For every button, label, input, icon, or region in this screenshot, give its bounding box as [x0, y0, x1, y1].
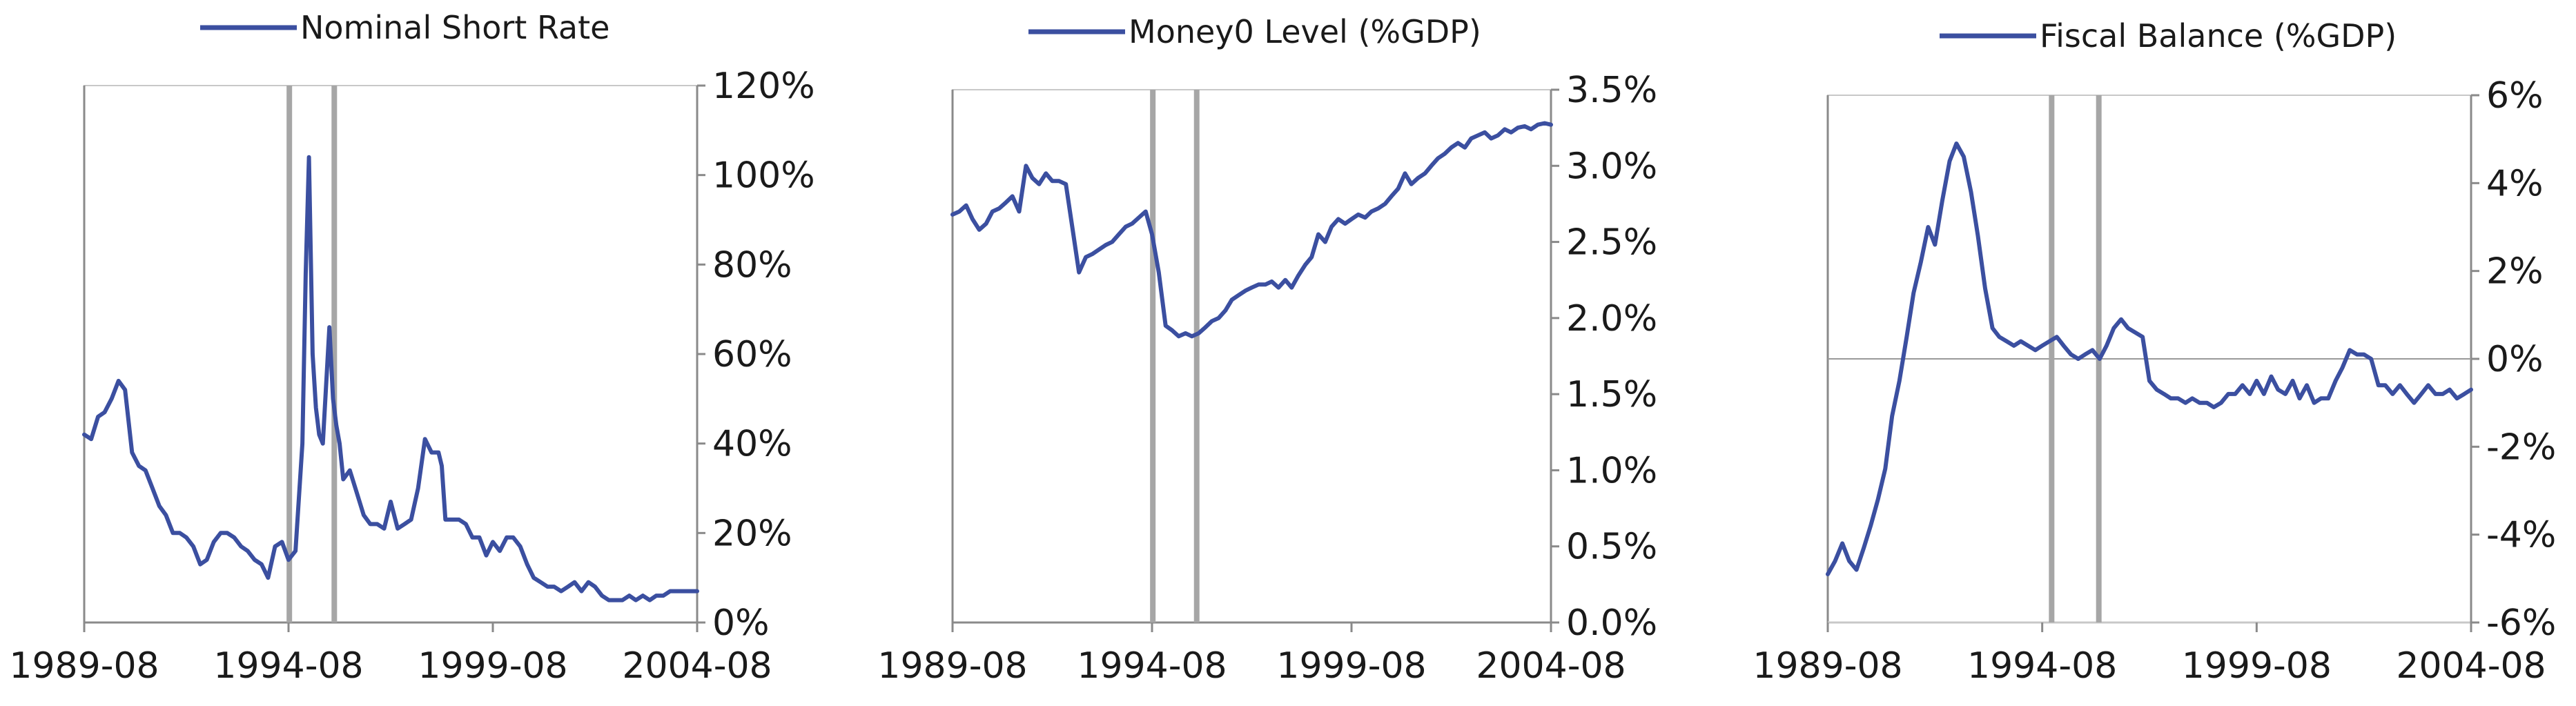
chart-panel-2: 0.0% 0.5% 1.0% 1.5% 2.0% 2.5% 3.0% 3.5% 1989-08 1…: [877, 13, 1657, 687]
y-tick-label: 20%: [712, 513, 792, 554]
x-tick-label: 1999-08: [1276, 645, 1426, 687]
x-tick-label: 1994-08: [1077, 645, 1227, 687]
y-tick-label: 100%: [712, 155, 815, 197]
x-tick-label: 1989-08: [877, 645, 1027, 687]
series-line: [82, 155, 699, 602]
x-tick-label: 2004-08: [622, 645, 772, 687]
legend-label: Fiscal Balance (%GDP): [2040, 17, 2397, 55]
x-tick-label: 1999-08: [418, 645, 567, 687]
y-tick-label: 3.5%: [1566, 70, 1657, 111]
x-tick-label: 1989-08: [9, 645, 159, 687]
plot-frame: [84, 85, 698, 623]
y-tick-label: -4%: [2486, 515, 2556, 556]
y-tick-label: 0.0%: [1566, 602, 1657, 644]
y-tick-label: 120%: [712, 66, 815, 107]
x-tick-label: 1994-08: [213, 645, 363, 687]
legend-label: Money0 Level (%GDP): [1129, 13, 1481, 50]
series-line: [1826, 141, 2473, 576]
chart-panel-3: -6% -4% -2% 0% 2% 4% 6% 1989-08 1994-08 1999-08 20…: [1753, 17, 2556, 687]
y-tick-label: 4%: [2486, 163, 2544, 204]
plot-frame: [952, 89, 1552, 623]
y-tick-label: 2.0%: [1566, 298, 1657, 340]
x-tick-label: 1989-08: [1753, 645, 1902, 687]
y-tick-label: -2%: [2486, 426, 2556, 468]
x-tick-label: 1994-08: [1967, 645, 2117, 687]
x-tick-label: 2004-08: [2396, 645, 2546, 687]
legend-label: Nominal Short Rate: [300, 9, 609, 46]
series-line: [950, 121, 1553, 339]
chart-panel-1: 0% 20% 40% 60% 80% 100% 120% 1989-08 1994-08 1999…: [9, 9, 814, 687]
y-tick-label: 2.5%: [1566, 222, 1657, 264]
y-tick-label: 40%: [712, 424, 792, 465]
y-tick-label: 6%: [2486, 75, 2544, 117]
x-tick-label: 2004-08: [1476, 645, 1626, 687]
y-tick-label: 1.0%: [1566, 450, 1657, 491]
y-tick-label: 0%: [712, 602, 770, 644]
y-tick-label: 0%: [2486, 339, 2544, 380]
y-tick-label: 1.5%: [1566, 374, 1657, 415]
y-tick-label: 60%: [712, 334, 792, 375]
y-tick-label: 3.0%: [1566, 146, 1657, 187]
y-tick-label: 2%: [2486, 251, 2544, 293]
x-tick-label: 1999-08: [2182, 645, 2332, 687]
y-tick-label: -6%: [2486, 602, 2556, 644]
y-tick-label: 0.5%: [1566, 527, 1657, 568]
y-tick-label: 80%: [712, 244, 792, 286]
